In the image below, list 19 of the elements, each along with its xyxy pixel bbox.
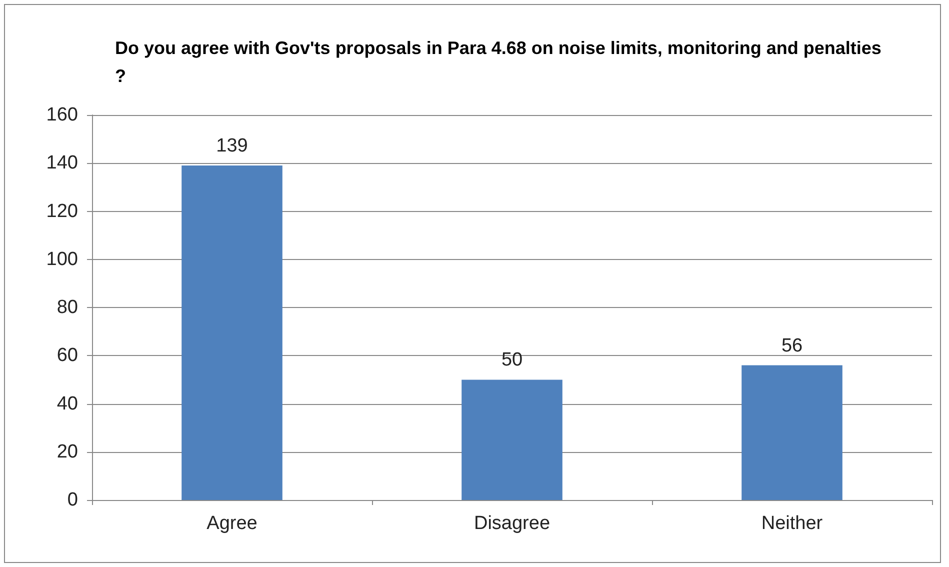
y-tick-label: 100	[46, 248, 78, 270]
bar	[182, 166, 282, 500]
y-tick-label: 80	[56, 297, 78, 318]
y-tick-label: 0	[67, 490, 78, 510]
y-tick-label: 120	[46, 200, 78, 222]
y-tick-label: 140	[46, 152, 78, 174]
x-tick-label: Neither	[761, 513, 824, 534]
y-tick-label: 60	[56, 345, 78, 366]
data-label: 56	[781, 335, 803, 356]
bar	[462, 380, 562, 500]
y-tick-label: 40	[56, 393, 78, 414]
y-tick-label: 20	[56, 441, 78, 462]
data-label: 50	[501, 350, 523, 371]
y-tick-label: 160	[46, 104, 78, 126]
x-tick-label: Agree	[206, 513, 258, 534]
x-tick-label: Disagree	[474, 513, 550, 534]
data-label: 139	[216, 136, 248, 157]
bar	[742, 365, 842, 500]
chart-title: Do you agree with Gov'ts proposals in Para 4.68 on noise limits, monitoring and penalties?	[115, 38, 882, 86]
